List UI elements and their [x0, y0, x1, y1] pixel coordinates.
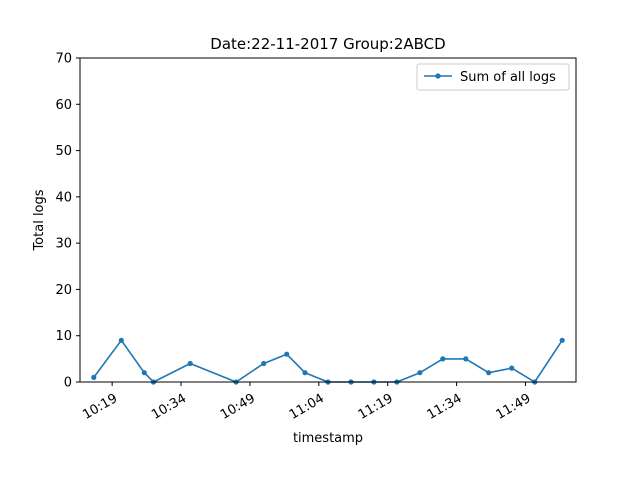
legend-point-marker	[435, 73, 441, 79]
data-point	[559, 337, 565, 343]
chart-title: Date:22-11-2017 Group:2ABCD	[210, 35, 445, 53]
legend-box	[416, 63, 570, 91]
plot-frame	[79, 57, 577, 383]
y-tick-label: 30	[55, 237, 72, 252]
y-tick-label: 70	[55, 52, 72, 67]
data-point	[509, 365, 515, 371]
legend-entry-label: Sum of all logs	[460, 70, 556, 85]
y-axis-label: Total logs	[32, 189, 47, 251]
data-point	[187, 360, 193, 367]
y-tick-label: 20	[55, 283, 72, 298]
y-axis: 0 10 20 30 40 50 60 70	[55, 52, 80, 391]
data-point	[284, 351, 290, 357]
y-tick-label: 0	[64, 376, 72, 391]
data-point	[486, 370, 492, 376]
data-point	[417, 370, 423, 376]
data-point	[440, 356, 446, 362]
y-tick-label: 50	[55, 144, 72, 159]
data-point	[91, 374, 97, 380]
data-point	[261, 360, 267, 367]
y-tick-label: 40	[55, 190, 72, 205]
data-point	[118, 337, 124, 343]
legend: Sum of all logs	[416, 63, 570, 91]
x-axis-label: timestamp	[293, 431, 363, 446]
y-tick-label: 60	[55, 98, 72, 113]
data-point	[141, 370, 147, 376]
data-point	[302, 370, 308, 376]
data-point	[463, 356, 469, 362]
y-tick-label: 10	[55, 329, 72, 344]
